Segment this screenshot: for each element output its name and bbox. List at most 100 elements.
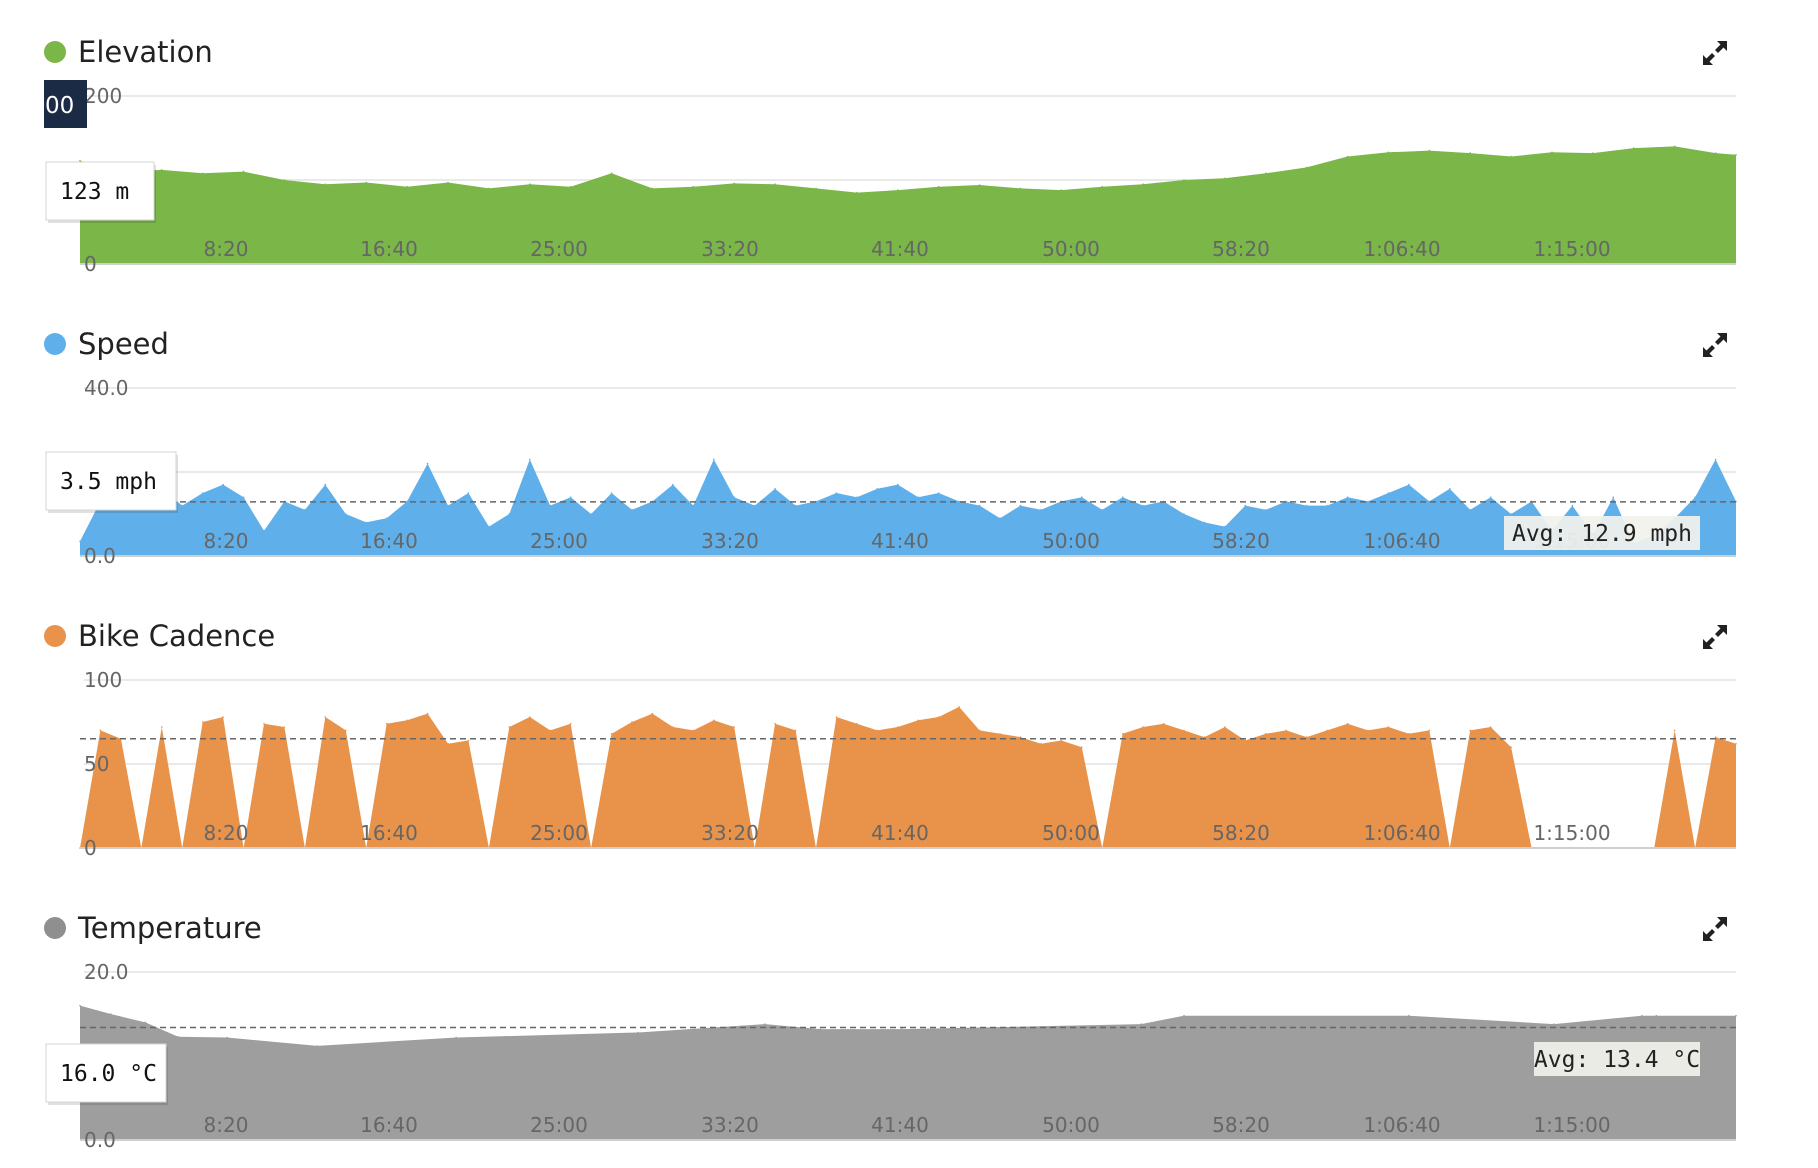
x-tick-label: 8:20 [204, 821, 249, 845]
data-point [815, 187, 817, 190]
data-point [242, 170, 245, 173]
data-point [897, 189, 899, 191]
data-point [467, 492, 470, 494]
data-point [692, 729, 695, 732]
x-tick-label: 8:20 [204, 1113, 249, 1137]
data-point [1367, 500, 1369, 503]
data-point [876, 488, 879, 490]
data-point [365, 181, 368, 184]
x-tick-label: 41:40 [871, 821, 929, 845]
data-point [1735, 1014, 1737, 1017]
data-point [226, 1036, 228, 1039]
data-point [1121, 496, 1124, 498]
data-point [1140, 1023, 1142, 1025]
x-tick-label: 58:20 [1212, 821, 1270, 845]
y-tick-label: 0.0 [84, 1128, 116, 1152]
x-tick-label: 58:20 [1212, 529, 1270, 553]
expand-icon[interactable] [1700, 914, 1730, 944]
data-point [917, 719, 919, 722]
x-tick-label: 33:20 [701, 529, 759, 553]
data-point [1571, 504, 1574, 507]
data-point [1673, 145, 1676, 148]
data-point [1612, 496, 1615, 498]
data-point [201, 172, 204, 175]
data-point [1387, 726, 1390, 728]
average-label: Avg: 12.9 mph [1512, 521, 1692, 547]
data-point [1244, 739, 1247, 742]
data-point [1428, 729, 1431, 732]
data-point [1387, 151, 1390, 154]
data-point [637, 1031, 639, 1034]
x-tick-label: 1:06:40 [1363, 1113, 1440, 1137]
data-point [426, 462, 429, 465]
tooltip-box [45, 161, 155, 221]
data-point [937, 492, 940, 494]
temperature-chart[interactable]: 0.010.020.08:2016:4025:0033:2041:4050:00… [0, 876, 1818, 1168]
cadence-chart[interactable]: 0 50 100 8:20 16:40 25:00 33:20 41:40 50:00 58:20… [0, 584, 1818, 876]
data-point [978, 504, 981, 507]
data-point [324, 183, 327, 185]
data-point [406, 185, 408, 188]
x-tick-label: 1:15:00 [1533, 237, 1610, 261]
data-point [1592, 152, 1594, 154]
data-point [1387, 492, 1390, 494]
data-point [569, 185, 572, 188]
x-tick-label: 16:40 [360, 237, 418, 261]
data-point [1081, 746, 1083, 748]
data-point [1428, 149, 1431, 152]
data-point [672, 726, 674, 728]
data-point [1346, 496, 1349, 498]
data-point [999, 517, 1001, 519]
cadence-panel: 0 50 100 8:20 16:40 25:00 33:20 41:40 50:00 58:20… [0, 584, 1818, 876]
data-point [610, 492, 613, 494]
data-point [177, 1035, 179, 1038]
expand-icon[interactable] [1700, 38, 1730, 68]
y-tick-label: 200 [84, 84, 122, 108]
data-point [1449, 488, 1451, 490]
data-point [1203, 736, 1206, 738]
data-point [1469, 509, 1471, 511]
data-point [1551, 151, 1553, 154]
x-tick-label: 25:00 [530, 821, 588, 845]
x-tick-label: 58:20 [1212, 1113, 1270, 1137]
elevation-chart[interactable]: 01002008:2016:4025:0033:2041:4050:0058:2… [0, 0, 1818, 292]
data-point [1408, 483, 1410, 486]
temperature-header: Temperature [44, 910, 262, 946]
expand-icon[interactable] [1700, 622, 1730, 652]
cadence-title: Bike Cadence [78, 619, 276, 653]
data-point [1244, 504, 1247, 507]
data-point [569, 722, 572, 725]
expand-icon[interactable] [1700, 330, 1730, 360]
x-tick-label: 1:06:40 [1363, 529, 1440, 553]
average-label-box [1504, 516, 1700, 550]
speed-chart[interactable]: 0.020.040.08:2016:4025:0033:2041:4050:00… [0, 292, 1818, 584]
data-point [1265, 172, 1267, 175]
x-tick-label: 50:00 [1042, 237, 1100, 261]
data-point [1183, 1014, 1185, 1017]
x-tick-label: 16:40 [360, 529, 418, 553]
data-point [901, 1028, 903, 1030]
x-tick-label: 16:40 [360, 1113, 418, 1137]
data-point [733, 726, 735, 728]
data-point [283, 726, 286, 728]
data-point [1285, 729, 1287, 732]
data-point [1101, 185, 1103, 188]
data-point [1673, 729, 1676, 732]
data-point [488, 525, 490, 528]
data-point [529, 183, 531, 185]
data-point [508, 726, 511, 728]
data-point [1510, 513, 1512, 515]
data-point [385, 722, 388, 725]
data-point [316, 1045, 319, 1047]
data-point [549, 729, 551, 732]
data-point [529, 458, 531, 461]
data-point [222, 483, 224, 486]
data-point [999, 733, 1001, 735]
data-point [1641, 1014, 1643, 1017]
data-point [958, 706, 960, 708]
data-point [835, 716, 838, 718]
data-point [819, 1028, 821, 1030]
tooltip-box [45, 451, 177, 511]
data-point [529, 716, 531, 718]
data-point [733, 182, 735, 185]
